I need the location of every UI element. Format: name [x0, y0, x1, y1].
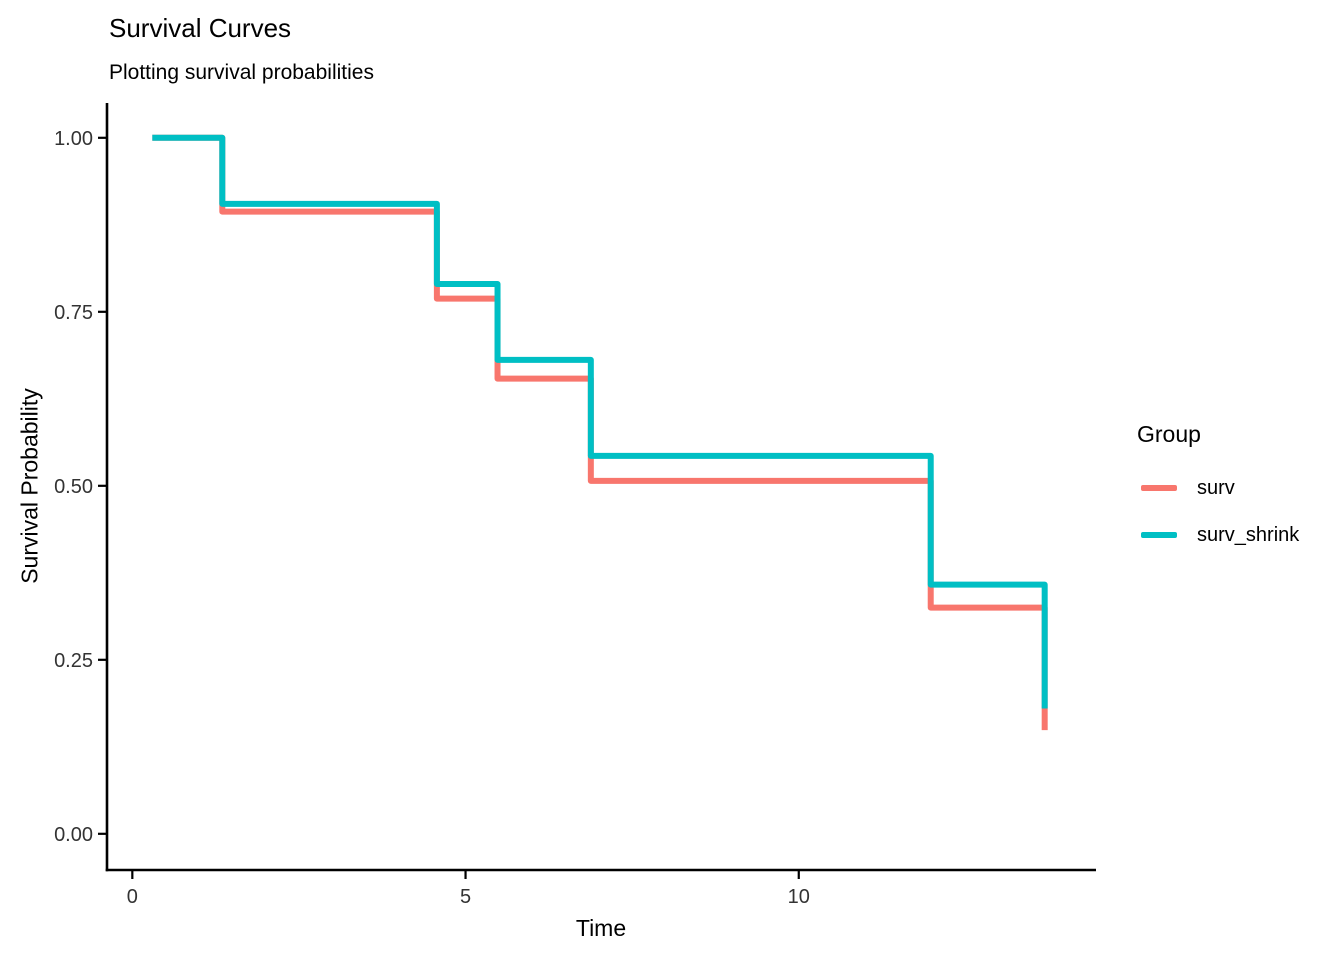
x-axis-title: Time	[575, 915, 627, 941]
y-tick-label: 0.75	[54, 302, 93, 324]
series-line-surv	[152, 134, 1048, 731]
legend-swatch-surv	[1141, 485, 1177, 491]
y-tick-label: 0.00	[54, 824, 93, 846]
legend-item-surv: surv	[1137, 476, 1337, 500]
legend: Group surv surv_shrink	[1137, 421, 1337, 570]
x-tick-label: 10	[788, 886, 810, 908]
x-tick-label: 5	[460, 886, 471, 908]
chart-title: Survival Curves	[109, 13, 292, 43]
chart-subtitle: Plotting survival probabilities	[109, 61, 374, 84]
x-tick-label: 0	[127, 886, 138, 908]
legend-swatch-surv-shrink	[1141, 532, 1177, 538]
series-line-surv_shrink	[152, 134, 1048, 709]
y-axis-title: Survival Probability	[16, 388, 43, 584]
legend-item-surv-shrink: surv_shrink	[1137, 523, 1337, 547]
y-tick-label: 0.25	[54, 650, 93, 672]
legend-label-surv-shrink: surv_shrink	[1197, 523, 1300, 546]
legend-label-surv: surv	[1197, 476, 1235, 499]
legend-title: Group	[1137, 421, 1201, 447]
y-tick-label: 1.00	[54, 128, 93, 150]
y-tick-label: 0.50	[54, 476, 93, 498]
